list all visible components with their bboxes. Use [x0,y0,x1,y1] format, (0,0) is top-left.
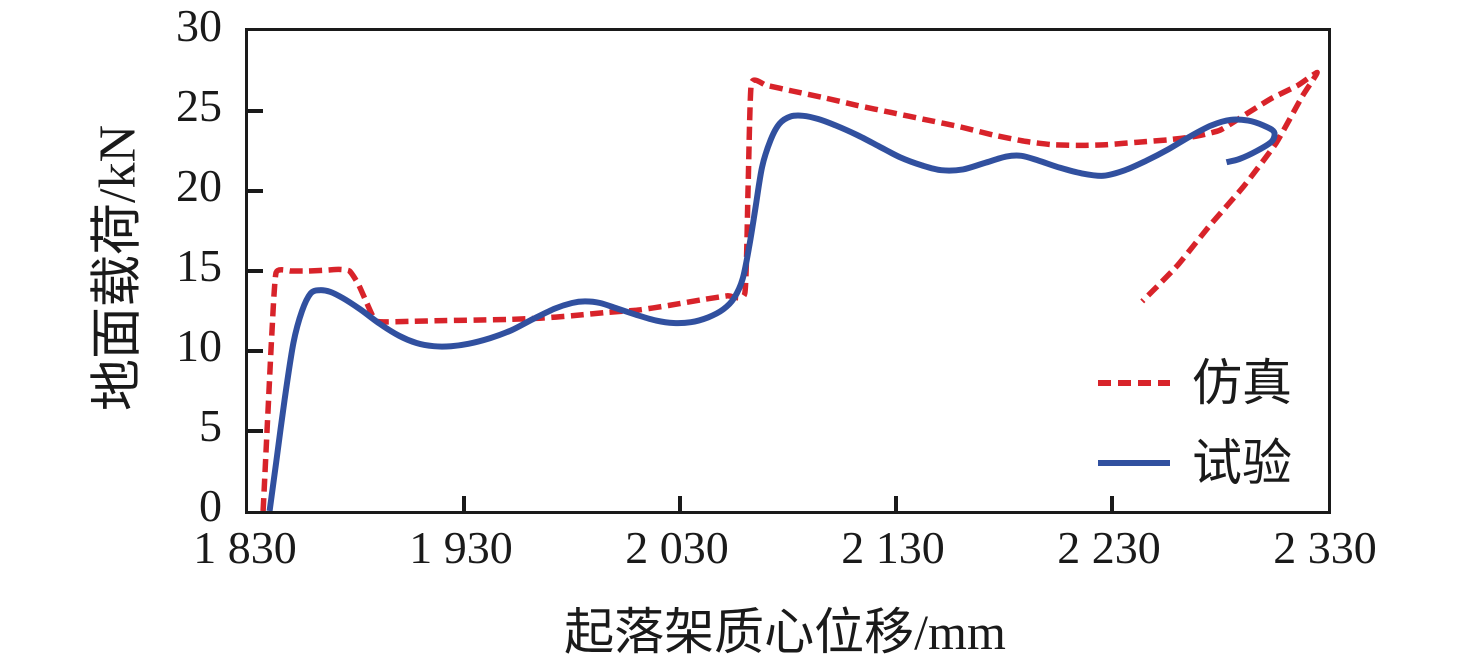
x-tick-label: 1 830 [193,522,297,573]
x-tick-label: 2 030 [625,522,729,573]
simulation-dashed-line-sample [1098,380,1170,386]
x-tick-mark [678,496,682,511]
legend-label-simulation: 仿真 [1192,355,1292,411]
x-tick-label: 1 930 [409,522,513,573]
y-tick-mark [248,269,263,273]
series-line-仿真 [260,69,1320,511]
y-tick-label: 20 [176,160,222,211]
series-line-试验 [266,112,1278,511]
legend-item-test: 试验 [1098,433,1292,493]
y-tick-mark [248,189,263,193]
plot-area: 仿真 试验 [245,28,1331,514]
y-tick-label: 15 [176,240,222,291]
legend-item-simulation: 仿真 [1098,353,1292,413]
x-tick-mark [462,496,466,511]
x-tick-mark [894,496,898,511]
y-tick-mark [248,109,263,113]
legend: 仿真 试验 [1098,353,1292,513]
legend-label-test: 试验 [1192,435,1292,491]
y-tick-label: 10 [176,320,222,371]
y-tick-label: 30 [176,0,222,51]
y-tick-label: 25 [176,80,222,131]
y-tick-label: 5 [199,400,222,451]
y-tick-mark [248,429,263,433]
test-solid-line-sample [1098,460,1170,466]
x-axis-title: 起落架质心位移/mm [564,604,1006,660]
plot-canvas [260,69,1320,511]
x-tick-label: 2 230 [1057,522,1161,573]
x-tick-mark [1110,496,1114,511]
x-tick-label: 2 330 [1273,522,1377,573]
y-tick-label: 0 [199,480,222,531]
y-tick-mark [248,349,263,353]
x-tick-label: 2 130 [841,522,945,573]
